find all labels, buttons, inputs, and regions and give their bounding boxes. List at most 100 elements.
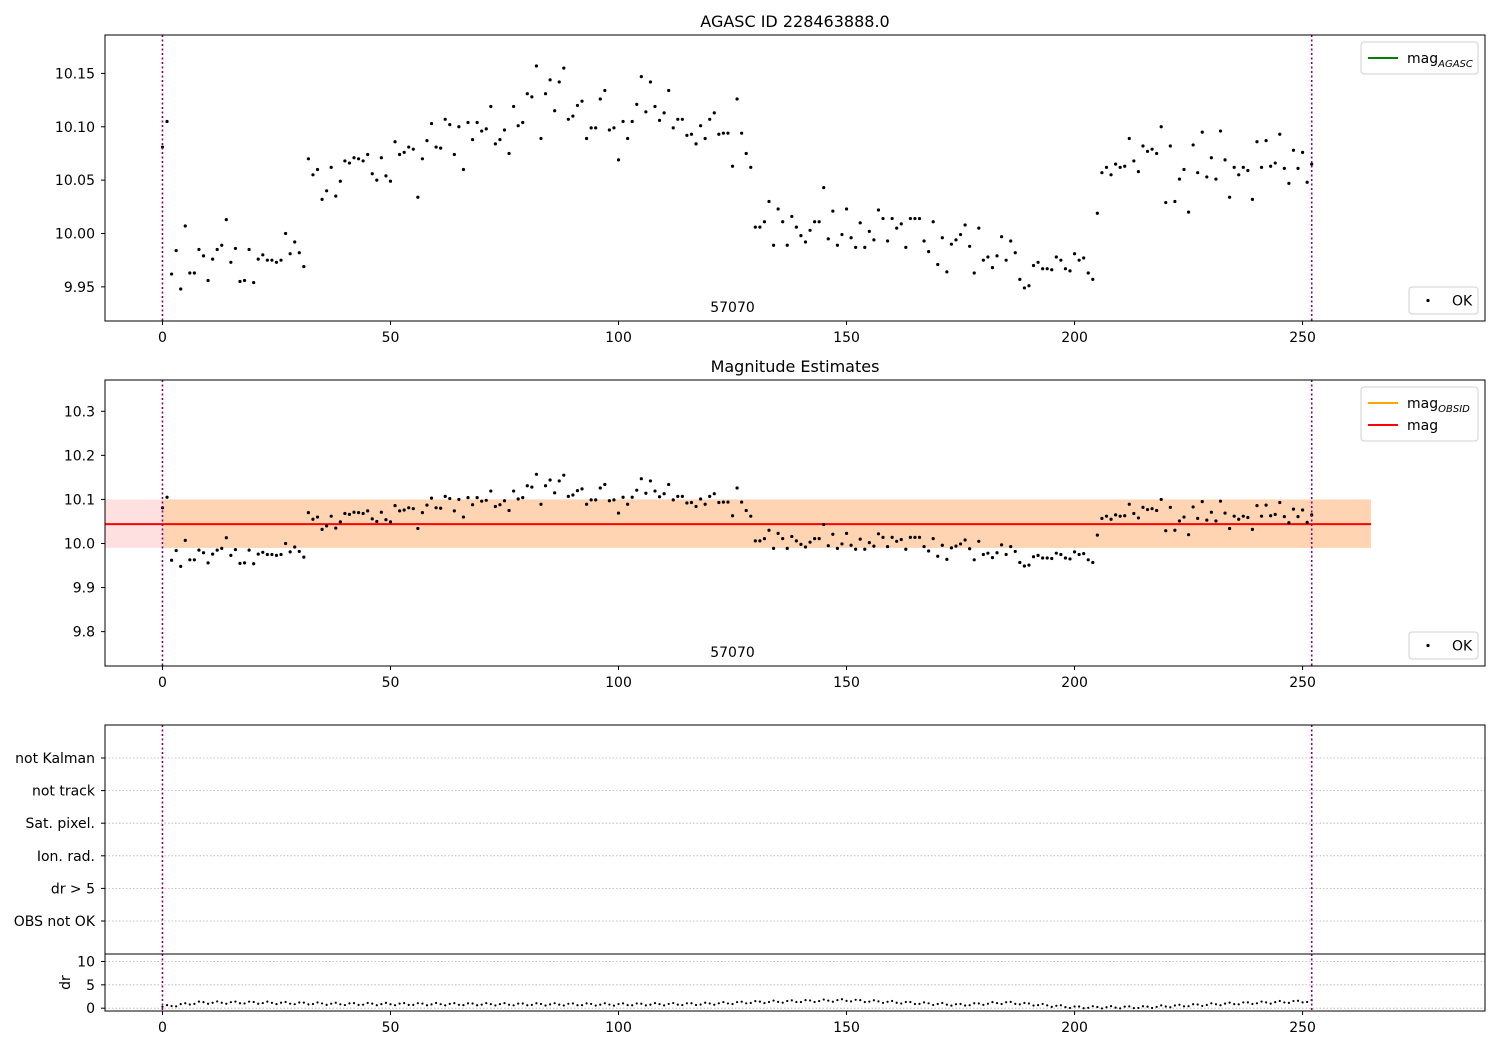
ytick-label: 10.15 [55, 66, 95, 82]
ok-point [908, 535, 912, 539]
dr-point [840, 998, 844, 1001]
dr-point [558, 1003, 561, 1006]
dr-point [685, 1002, 689, 1005]
ok-point [913, 535, 917, 539]
ok-point [776, 207, 780, 211]
ok-point [480, 129, 484, 133]
ok-point [553, 109, 557, 113]
ok-point [621, 119, 625, 124]
dr-point [941, 1001, 944, 1005]
ok-point [635, 102, 639, 106]
dr-point [954, 1003, 958, 1006]
dr-point [517, 1002, 520, 1005]
ok-point [1072, 252, 1077, 256]
ok-point [712, 111, 716, 115]
ok-point [1310, 162, 1314, 166]
ok-point [931, 537, 935, 541]
ok-point [1150, 507, 1154, 511]
ok-point [794, 539, 798, 543]
ok-point [197, 548, 201, 552]
ok-point [917, 535, 922, 539]
ok-point [539, 502, 543, 506]
ok-point [931, 220, 935, 224]
ok-point [607, 128, 611, 132]
ok-point [1200, 500, 1204, 504]
xtick-label: 50 [382, 1020, 400, 1036]
dr-point [822, 998, 825, 1001]
ok-point [179, 564, 183, 569]
ok-point [1086, 558, 1090, 562]
ok-point [439, 506, 443, 510]
ok-point [1077, 552, 1081, 557]
ok-point [1155, 508, 1159, 513]
dr-point [1078, 1005, 1081, 1008]
dr-point [530, 1003, 533, 1007]
ok-point [1068, 269, 1072, 273]
dr-point [927, 1002, 930, 1005]
ok-point [749, 514, 753, 518]
ok-point [211, 257, 215, 261]
ok-point [584, 136, 589, 141]
ok-point [598, 486, 602, 490]
ok-point [703, 136, 707, 141]
ok-point [407, 506, 411, 510]
dr-point [425, 1004, 429, 1007]
dr-point [922, 1001, 926, 1004]
ok-point [379, 510, 383, 514]
ok-point [799, 234, 803, 238]
ok-point [1022, 286, 1026, 290]
ok-point [475, 120, 479, 125]
ok-point [1123, 514, 1127, 518]
ok-point [562, 473, 566, 477]
ok-point [1205, 175, 1209, 179]
ok-point [507, 508, 511, 513]
ok-point [876, 208, 881, 212]
ok-point [1027, 284, 1031, 288]
ok-point [630, 495, 634, 499]
ok-point [936, 262, 940, 267]
ok-point [1182, 515, 1186, 519]
dr-point [234, 1000, 237, 1003]
dr-point [261, 1001, 264, 1005]
ok-point [908, 216, 912, 221]
ok-point [366, 509, 370, 513]
ok-point [457, 125, 461, 129]
ok-point [293, 545, 297, 549]
dr-point [175, 1005, 178, 1008]
dr-point [590, 1002, 593, 1006]
ok-point [1250, 527, 1255, 531]
ok-point [698, 124, 703, 128]
ok-point [233, 246, 238, 251]
ok-point [790, 534, 794, 539]
dr-point [270, 1001, 274, 1004]
ok-point [1164, 529, 1168, 533]
dr-point [539, 1002, 543, 1006]
ok-point [188, 558, 192, 562]
ok-point [958, 232, 963, 237]
dr-point [357, 1003, 360, 1006]
ok-point [1209, 156, 1213, 160]
dr-point [854, 998, 857, 1001]
dr-point [877, 1000, 880, 1003]
dr-point [740, 1000, 743, 1003]
dr-point [863, 1000, 866, 1004]
ok-point [858, 221, 862, 225]
dr-point [713, 1003, 716, 1006]
dr-point [480, 1003, 483, 1006]
ok-point [1300, 150, 1305, 154]
ok-point [229, 553, 233, 557]
ok-point [265, 552, 269, 557]
dr-point [1014, 1002, 1017, 1005]
dr-ylabel: dr [58, 975, 74, 990]
ok-point [1164, 200, 1168, 205]
ok-point [1159, 497, 1163, 502]
dr-point [808, 999, 812, 1002]
dr-point [293, 1003, 296, 1006]
dr-point [635, 1002, 638, 1005]
ok-point [283, 541, 288, 546]
dr-point [726, 1002, 730, 1005]
panel-2-frame [104, 379, 1486, 667]
ok-point [890, 535, 894, 539]
ok-point [858, 537, 862, 541]
dr-point [512, 1004, 515, 1007]
